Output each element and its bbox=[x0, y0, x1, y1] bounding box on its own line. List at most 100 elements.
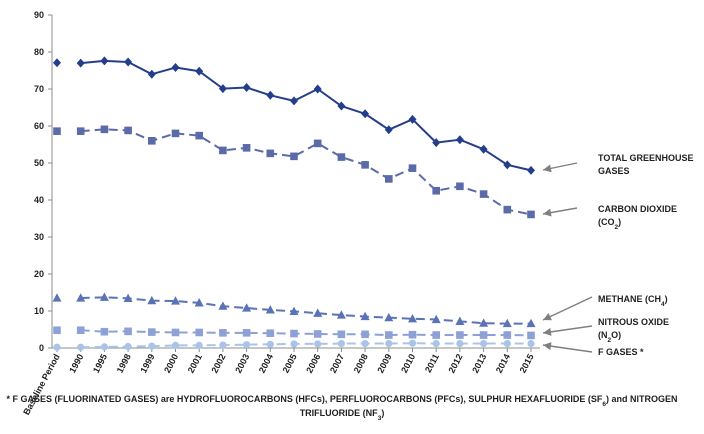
data-point bbox=[123, 293, 133, 303]
arrowhead bbox=[543, 208, 552, 217]
x-tick-label: 2002 bbox=[209, 352, 227, 374]
data-point bbox=[265, 305, 275, 314]
x-tick-label: Baseline Period bbox=[21, 352, 62, 416]
data-point bbox=[171, 129, 180, 138]
series-fgas bbox=[53, 339, 535, 351]
data-point bbox=[290, 329, 298, 338]
data-point bbox=[242, 329, 251, 337]
data-point bbox=[148, 137, 156, 145]
arrowhead bbox=[543, 342, 552, 351]
data-point bbox=[53, 326, 61, 335]
data-point bbox=[456, 339, 464, 348]
arrowhead bbox=[543, 164, 552, 173]
data-point bbox=[431, 314, 441, 324]
data-point bbox=[527, 165, 535, 175]
data-point bbox=[479, 144, 488, 154]
data-point bbox=[432, 331, 440, 339]
x-tick-label: 1990 bbox=[67, 352, 85, 374]
data-point bbox=[195, 341, 203, 350]
data-point bbox=[337, 153, 346, 161]
data-point bbox=[456, 182, 464, 191]
data-point bbox=[290, 96, 298, 106]
arrowhead bbox=[543, 327, 552, 336]
x-tick-label: 2006 bbox=[304, 352, 322, 374]
data-point bbox=[53, 58, 61, 68]
data-point bbox=[503, 160, 512, 170]
data-point bbox=[194, 298, 204, 307]
y-tick-label: 30 bbox=[34, 232, 44, 242]
data-point bbox=[313, 330, 322, 338]
data-point bbox=[432, 186, 440, 195]
label-fgas: F GASES * bbox=[542, 342, 644, 357]
y-tick-label: 10 bbox=[34, 306, 44, 316]
x-tick-label: 1995 bbox=[91, 352, 109, 374]
data-point bbox=[503, 205, 512, 214]
data-point bbox=[195, 131, 203, 140]
x-tick-label: 2014 bbox=[494, 352, 512, 374]
data-point bbox=[52, 293, 62, 302]
footnote-line-2: TRIFLUORIDE (NF3) bbox=[300, 408, 385, 422]
data-point bbox=[171, 296, 180, 305]
data-point bbox=[408, 330, 417, 339]
series-labels: TOTAL GREENHOUSE GASES CARBON DIOXIDE (CO2)… bbox=[542, 153, 694, 357]
data-point bbox=[479, 331, 488, 339]
label-co2: CARBON DIOXIDE (CO2) bbox=[542, 204, 677, 231]
data-point bbox=[243, 341, 251, 349]
y-tick-label: 0 bbox=[39, 343, 44, 353]
data-point bbox=[408, 313, 417, 323]
series-label-text: F GASES * bbox=[598, 347, 644, 357]
data-point bbox=[266, 340, 274, 348]
x-tick-label: 2005 bbox=[281, 352, 299, 374]
x-tick-label: 2012 bbox=[446, 352, 464, 374]
data-point bbox=[455, 316, 465, 325]
data-point bbox=[124, 57, 133, 67]
series-label-text: METHANE (CH4) bbox=[598, 294, 668, 308]
x-tick-label: 2003 bbox=[233, 352, 251, 374]
data-point bbox=[408, 164, 417, 172]
data-point bbox=[171, 341, 180, 350]
data-point bbox=[124, 327, 132, 336]
series-line-total bbox=[80, 59, 532, 172]
data-point bbox=[242, 83, 251, 93]
data-point bbox=[385, 339, 393, 348]
y-tick-label: 80 bbox=[34, 47, 44, 57]
data-point bbox=[502, 318, 512, 328]
y-tick-label: 40 bbox=[34, 195, 44, 205]
data-point bbox=[219, 146, 227, 155]
data-point bbox=[432, 339, 440, 348]
data-point bbox=[219, 341, 227, 349]
data-point bbox=[100, 125, 109, 134]
data-point bbox=[384, 125, 393, 135]
data-point bbox=[290, 152, 298, 161]
data-point bbox=[408, 339, 417, 347]
data-point bbox=[77, 343, 85, 351]
data-point bbox=[171, 328, 180, 337]
data-point bbox=[337, 330, 346, 339]
x-tick-label: 2001 bbox=[186, 352, 204, 374]
series-ch4 bbox=[52, 292, 536, 328]
data-point bbox=[479, 318, 489, 327]
y-tick-label: 70 bbox=[34, 84, 44, 94]
data-point bbox=[456, 331, 464, 339]
x-tick-label: 2004 bbox=[257, 352, 275, 374]
y-tick-label: 90 bbox=[34, 10, 44, 20]
data-point bbox=[124, 126, 132, 135]
chart-axes: 0 10 20 30 40 50 60 70 80 90 Baseline Period 1990 19… bbox=[21, 10, 540, 417]
data-point bbox=[100, 343, 108, 351]
y-tick-label: 50 bbox=[34, 158, 44, 168]
x-tick-label: 1998 bbox=[115, 352, 133, 374]
data-point bbox=[527, 339, 535, 348]
data-point bbox=[361, 339, 369, 348]
data-point bbox=[266, 149, 275, 158]
data-point bbox=[385, 331, 393, 339]
label-arrow bbox=[542, 325, 593, 334]
data-point bbox=[361, 330, 369, 339]
label-arrow bbox=[542, 344, 593, 353]
data-point bbox=[289, 306, 299, 315]
data-point bbox=[385, 175, 393, 183]
data-point bbox=[219, 329, 227, 337]
x-tick-label: 2000 bbox=[162, 352, 180, 374]
data-point bbox=[242, 303, 252, 312]
data-point bbox=[100, 327, 109, 336]
